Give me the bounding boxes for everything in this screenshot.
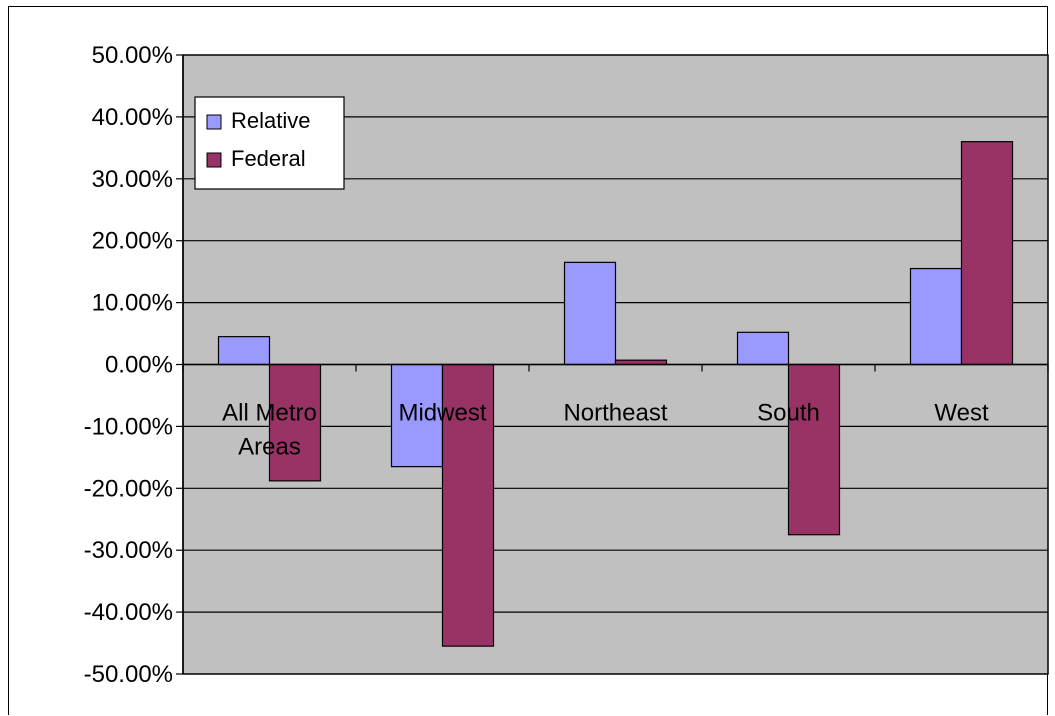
y-tick-label: -20.00% [84,475,173,502]
category-label: Midwest [398,400,486,427]
category-label: South [757,400,820,427]
y-tick-label: 0.00% [105,352,173,379]
bar-chart: 50.00% 40.00% 30.00% 20.00% 10.00% 0.00% -10.0… [84,42,1049,688]
category-label: Northeast [563,400,667,427]
legend-label-federal: Federal [231,146,306,171]
bar-relative [736,331,790,366]
y-tick-label: 30.00% [92,166,173,193]
chart-frame: 50.00% 40.00% 30.00% 20.00% 10.00% 0.00% -10.0… [8,6,1049,715]
y-tick-label: -30.00% [84,537,173,564]
category-label: All Metro [222,400,317,427]
bar-relative [909,267,963,366]
legend [194,96,345,190]
y-tick-label: -10.00% [84,413,173,440]
y-tick-label: 10.00% [92,290,173,317]
bar-relative [563,261,617,366]
legend-swatch-federal [206,152,222,168]
bar-federal [787,363,841,536]
category-label: Areas [238,434,301,461]
legend-label-relative: Relative [231,108,310,133]
bar-relative [217,336,271,366]
y-tick-label: -40.00% [84,599,173,626]
y-tick-label: 40.00% [92,104,173,131]
y-tick-label: 20.00% [92,228,173,255]
y-tick-label: 50.00% [92,42,173,69]
category-label: West [934,400,989,427]
legend-swatch-relative [206,114,222,130]
y-tick-label: -50.00% [84,661,173,688]
bar-federal [960,141,1014,366]
